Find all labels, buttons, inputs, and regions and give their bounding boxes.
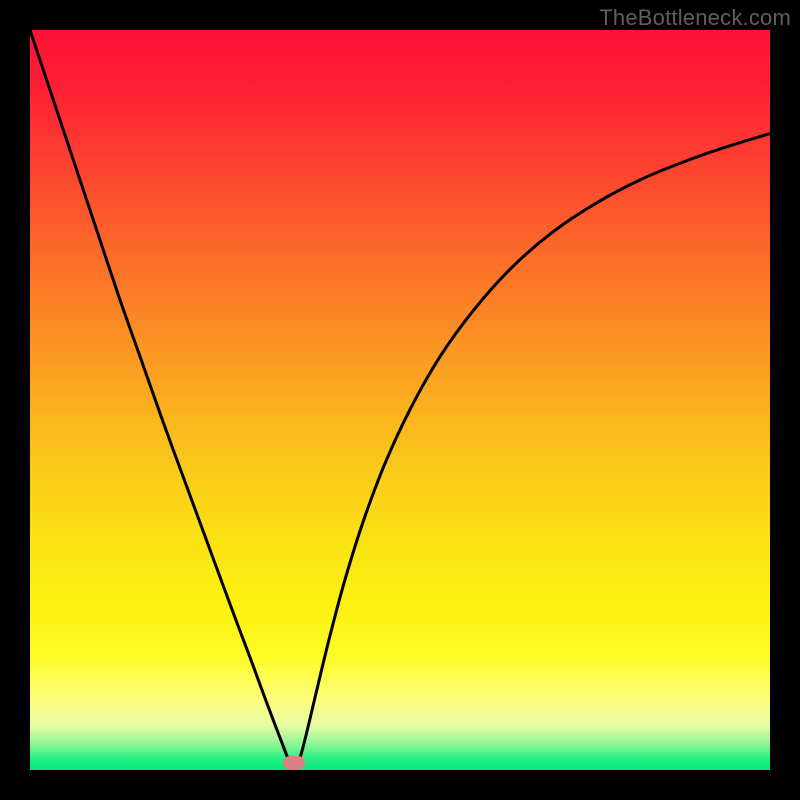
curve-svg <box>30 30 770 770</box>
watermark-text: TheBottleneck.com <box>599 5 791 31</box>
plot-area <box>30 30 770 770</box>
outer-frame: TheBottleneck.com <box>0 0 800 800</box>
curve-left-branch <box>30 30 294 770</box>
min-marker <box>283 756 305 770</box>
curve-right-branch <box>294 134 770 770</box>
